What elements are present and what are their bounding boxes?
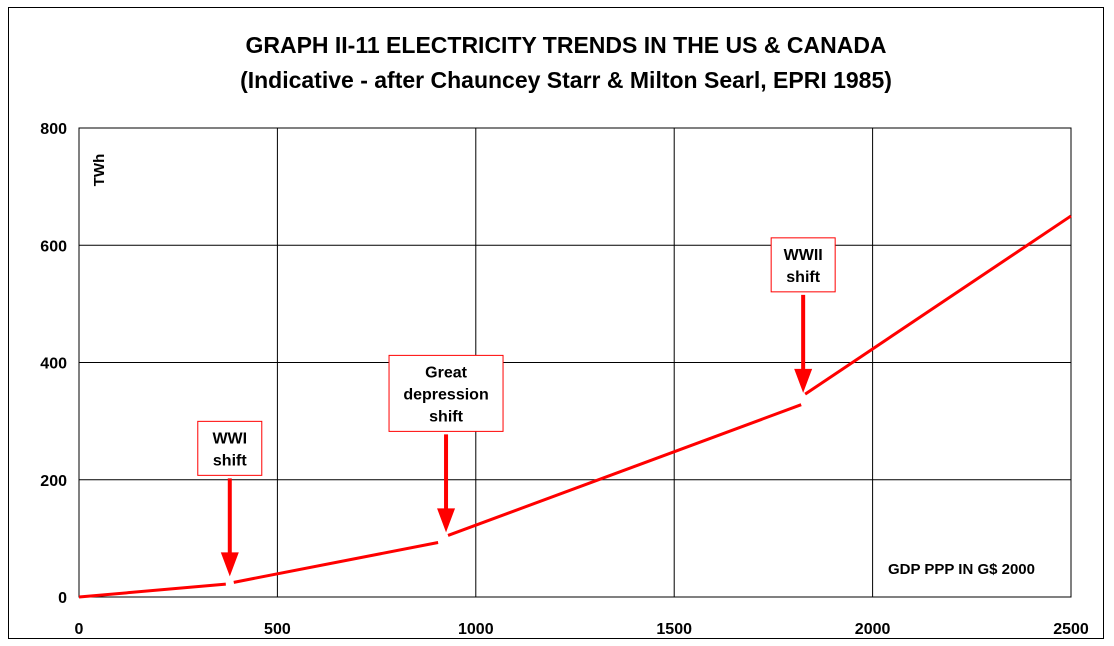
x-tick-label: 2000	[855, 621, 891, 638]
annotation-label: depression	[403, 386, 488, 403]
annotation: Great depression shift	[388, 354, 504, 533]
y-tick-label: 600	[40, 238, 67, 255]
x-tick-label: 1000	[458, 621, 494, 638]
chart-title: GRAPH II-11 ELECTRICITY TRENDS IN THE US…	[245, 32, 886, 58]
series-line	[78, 214, 1072, 599]
annotation-label: shift	[429, 408, 463, 425]
chart-subtitle: (Indicative - after Chauncey Starr & Mil…	[240, 67, 892, 93]
tick-labels: 0 500 1000 1500 2000 2500 0 200 400 600 800	[40, 121, 1089, 638]
annotation-label: WWII	[784, 247, 823, 264]
line-segment	[804, 214, 1072, 396]
y-axis-label: TWh	[91, 154, 108, 186]
line-segment	[78, 582, 226, 599]
annotation-box	[197, 420, 263, 476]
y-tick-label: 400	[40, 356, 67, 373]
annotation-box	[388, 354, 504, 432]
x-tick-label: 0	[75, 621, 84, 638]
line-segment	[447, 403, 802, 537]
annotation-label: shift	[213, 452, 247, 469]
x-tick-label: 1500	[656, 621, 692, 638]
annotation-box	[770, 237, 836, 293]
x-tick-label: 2500	[1053, 621, 1089, 638]
annotations: WWI shift Great depression shift WWII shift	[197, 237, 836, 577]
y-tick-label: 0	[58, 590, 67, 607]
x-tick-label: 500	[264, 621, 291, 638]
plot-area-border	[78, 127, 1072, 598]
annotation-arrow-head	[220, 552, 239, 577]
y-tick-label: 200	[40, 473, 67, 490]
annotation: WWI shift	[197, 420, 263, 577]
annotation-arrow-head	[794, 368, 813, 393]
chart-frame	[8, 7, 1104, 639]
annotation-label: Great	[425, 364, 467, 381]
grid	[78, 127, 1072, 598]
annotation: WWII shift	[770, 237, 836, 393]
y-tick-label: 800	[40, 121, 67, 138]
annotation-label: WWI	[212, 430, 247, 447]
x-axis-label: GDP PPP IN G$ 2000	[888, 561, 1035, 578]
annotation-label: shift	[786, 269, 820, 286]
line-segment	[233, 541, 439, 584]
annotation-arrow-head	[437, 508, 456, 533]
